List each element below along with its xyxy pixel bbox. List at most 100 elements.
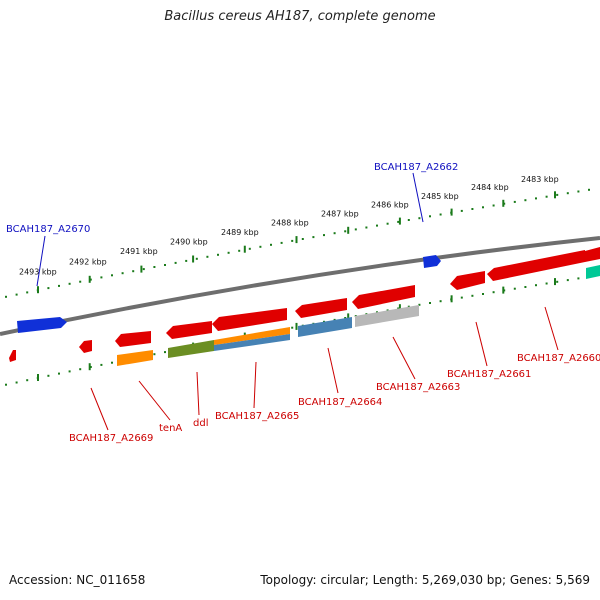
gene-red-6[interactable]	[295, 298, 347, 318]
gene-teal[interactable]	[586, 265, 600, 279]
tick-label: 2492 kbp	[69, 257, 107, 266]
lower-track-dot	[577, 277, 580, 280]
upper-track-dot	[566, 192, 569, 195]
label-BCAH187_A2662[interactable]: BCAH187_A2662	[374, 162, 458, 173]
gene-red-edge[interactable]	[585, 247, 600, 262]
connector-ddl	[196, 371, 200, 416]
upper-track-dot	[344, 230, 347, 233]
tick-label: 2485 kbp	[421, 192, 459, 201]
upper-track-dot	[47, 287, 50, 290]
gene-red-2[interactable]	[79, 340, 92, 353]
label-BCAH187_A2661[interactable]: BCAH187_A2661	[447, 369, 531, 380]
upper-track-dot	[206, 255, 209, 258]
connector-tenA	[138, 380, 171, 421]
lower-track-dot	[333, 318, 336, 321]
tick-label: 2490 kbp	[170, 238, 208, 247]
lower-track-dot	[535, 284, 537, 287]
lower-track-dot	[513, 287, 516, 290]
upper-track-dot	[418, 217, 421, 220]
upper-track-dot	[407, 219, 410, 221]
upper-track-dot	[588, 188, 590, 191]
gene-orange-2[interactable]	[214, 327, 290, 345]
gene-BCAH187_A2660[interactable]	[487, 250, 585, 281]
upper-track-dot	[460, 209, 463, 212]
lower-track-dot	[164, 351, 166, 354]
lower-track-dot	[492, 291, 495, 294]
gene-BCAH187_A2664[interactable]	[298, 317, 352, 337]
gene-red-1[interactable]	[9, 350, 16, 362]
upper-track-dot	[333, 232, 336, 235]
lower-track-dot	[556, 280, 559, 283]
lower-track-dot	[471, 294, 474, 297]
lower-track-dot	[26, 379, 29, 382]
upper-track-dot	[132, 270, 135, 273]
upper-track-dot	[5, 295, 7, 298]
tick-label: 2483 kbp	[521, 175, 559, 184]
tick-label: 2493 kbp	[19, 267, 57, 276]
label-BCAH187_A2665[interactable]: BCAH187_A2665	[215, 411, 299, 422]
lower-track-dot	[439, 300, 442, 303]
gene-BCAH187_A2670[interactable]	[17, 317, 67, 333]
lower-track-dot	[418, 303, 421, 306]
label-ddl[interactable]: ddl	[193, 418, 208, 429]
accession-text: Accession: NC_011658	[9, 573, 146, 587]
label-BCAH187_A2664[interactable]: BCAH187_A2664	[298, 397, 382, 408]
tick-label: 2491 kbp	[120, 247, 158, 256]
upper-track-dot	[556, 193, 559, 196]
gene-red-4[interactable]	[166, 321, 212, 339]
label-BCAH187_A2670[interactable]: BCAH187_A2670	[6, 224, 90, 235]
connector-BCAH187_A2660	[544, 306, 559, 351]
tick-label: 2488 kbp	[271, 219, 309, 228]
lower-track-dot	[545, 282, 548, 285]
gene-red-3[interactable]	[115, 331, 151, 347]
upper-track-dot	[513, 200, 516, 203]
upper-track-dot	[301, 238, 304, 240]
upper-track-dot	[482, 206, 484, 209]
gene-BCAH187_A2662[interactable]	[423, 255, 441, 268]
connector-BCAH187_A2664	[327, 347, 339, 394]
gene-BCAH187_A2663[interactable]	[355, 305, 419, 327]
gene-red-7[interactable]	[352, 285, 415, 309]
label-BCAH187_A2669[interactable]: BCAH187_A2669	[69, 433, 153, 444]
tick-label: 2484 kbp	[471, 183, 509, 192]
upper-track-dot	[545, 195, 548, 198]
upper-track-dot	[100, 276, 103, 279]
upper-track-dot	[291, 239, 294, 242]
upper-track-dot	[312, 236, 315, 239]
genome-backbone	[0, 236, 600, 336]
gene-BCAH187_A2661[interactable]	[450, 271, 485, 290]
tick-label: 2489 kbp	[221, 228, 259, 237]
lower-track-dot	[15, 381, 18, 384]
lower-track-dot	[407, 305, 410, 308]
upper-track-dot	[227, 251, 230, 254]
lower-track-dot	[89, 366, 92, 368]
upper-track-dot	[323, 234, 325, 237]
connector-BCAH187_A2670	[36, 235, 46, 287]
lower-track-dot	[68, 370, 71, 373]
gene-ddl[interactable]	[168, 340, 214, 358]
label-tenA[interactable]: tenA	[159, 423, 182, 434]
label-BCAH187_A2663[interactable]: BCAH187_A2663	[376, 382, 460, 393]
upper-track-dot	[535, 197, 537, 200]
upper-track-dot	[524, 199, 527, 202]
lower-track-dot	[5, 383, 7, 386]
lower-track-dot	[429, 302, 431, 304]
upper-track-dot	[79, 280, 82, 283]
upper-track-dot	[142, 268, 145, 271]
gene-tenA[interactable]	[117, 350, 153, 366]
genome-summary-text: Topology: circular; Length: 5,269,030 bp…	[260, 573, 590, 587]
lower-track-dot	[153, 353, 156, 356]
label-BCAH187_A2660[interactable]: BCAH187_A2660	[517, 353, 600, 364]
map-title: Bacillus cereus AH187, complete genome	[164, 9, 436, 24]
upper-track-dot	[376, 224, 378, 227]
lower-track-dot	[397, 307, 400, 310]
upper-track-dot	[89, 278, 92, 281]
lower-track-dot	[291, 326, 294, 329]
tick-labels: 2493 kbp 2492 kbp 2491 kbp 2490 kbp 2489 kbp…	[19, 175, 559, 277]
connector-BCAH187_A2661	[475, 321, 488, 367]
upper-track-dot	[577, 190, 580, 193]
gene-BCAH187_A2665[interactable]	[214, 334, 290, 351]
lower-track-dot	[344, 317, 347, 319]
gene-red-5[interactable]	[212, 308, 287, 331]
upper-track-dot	[153, 266, 156, 268]
